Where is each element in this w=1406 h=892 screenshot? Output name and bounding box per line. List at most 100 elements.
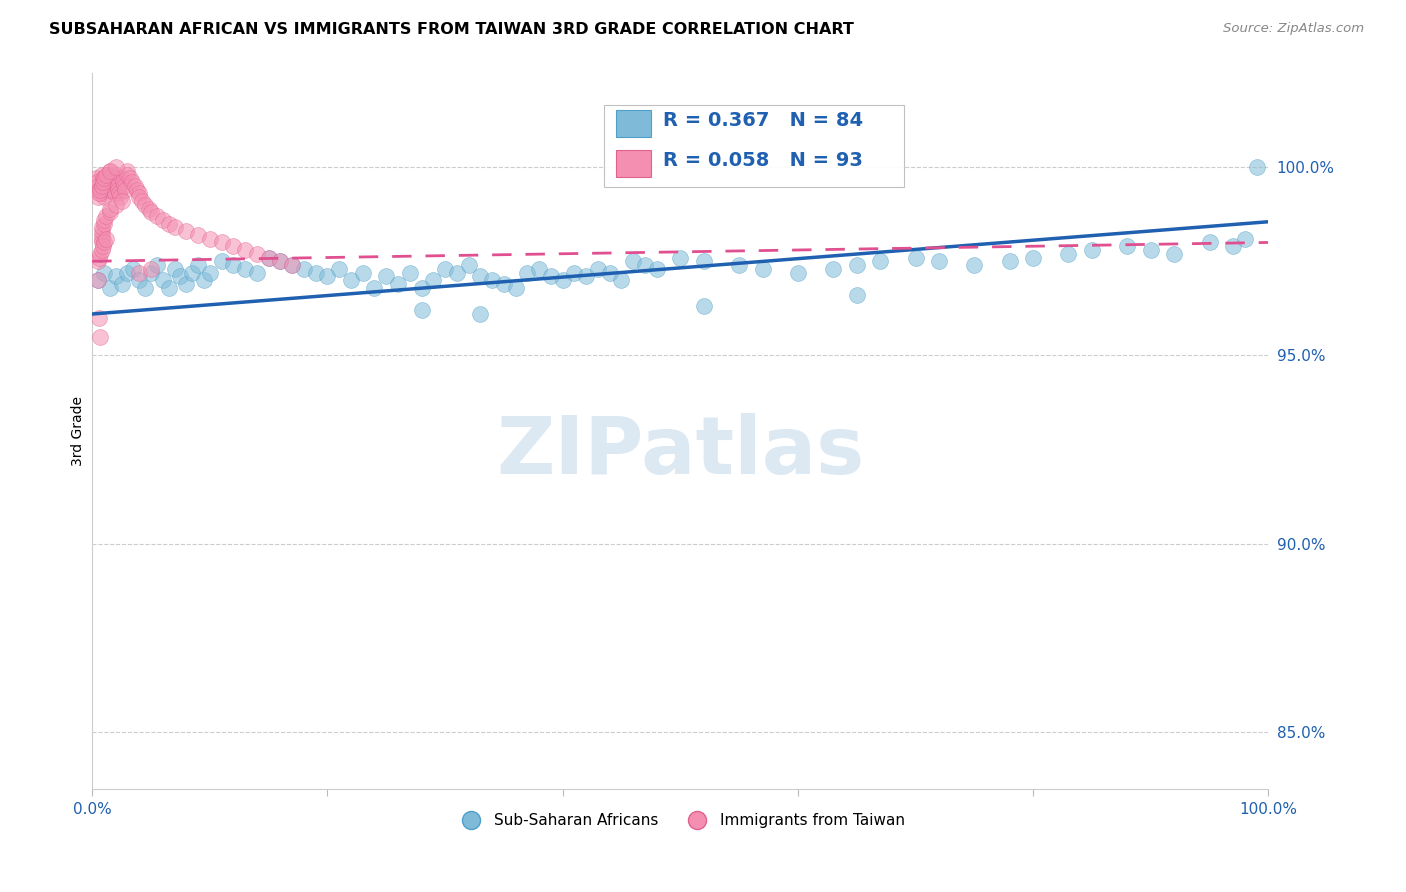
Point (124, 178, 146, 193)
Point (540, 269, 562, 284)
Point (292, 261, 315, 276)
Point (97, 183, 120, 197)
Point (470, 307, 492, 321)
Point (89, 246, 111, 260)
Point (174, 277, 197, 291)
Bar (616, 150, 651, 177)
Point (305, 266, 328, 280)
Point (1222, 239, 1244, 253)
Point (610, 273, 633, 287)
Point (89, 186, 111, 201)
Point (105, 178, 128, 193)
Point (90, 168, 112, 182)
Point (163, 220, 186, 235)
Point (387, 277, 409, 291)
FancyBboxPatch shape (603, 105, 904, 187)
Point (257, 251, 280, 265)
Point (131, 194, 153, 208)
Point (139, 261, 162, 276)
Point (621, 254, 644, 268)
Point (87, 273, 110, 287)
Point (1163, 246, 1185, 260)
Point (1198, 235, 1220, 250)
Point (86, 175, 108, 189)
Point (193, 273, 215, 287)
Point (693, 300, 716, 314)
Text: R = 0.367   N = 84: R = 0.367 N = 84 (662, 112, 863, 130)
Point (89, 329, 111, 343)
Point (157, 217, 180, 231)
Point (1022, 251, 1045, 265)
Point (269, 254, 291, 268)
Point (93, 183, 115, 197)
Point (1246, 160, 1268, 174)
Point (340, 273, 363, 287)
Point (104, 171, 127, 186)
Point (645, 261, 668, 276)
Point (564, 266, 586, 280)
Point (89, 251, 111, 265)
Point (139, 266, 162, 280)
Point (823, 261, 845, 276)
Point (91, 175, 114, 189)
Text: ZIPatlas: ZIPatlas (496, 413, 865, 491)
Point (90, 224, 112, 238)
Point (599, 266, 621, 280)
Point (845, 258, 868, 272)
Point (222, 239, 245, 253)
Point (110, 171, 132, 186)
Point (87, 178, 110, 193)
Point (90, 243, 112, 257)
Point (157, 280, 180, 294)
Point (728, 258, 751, 272)
Point (138, 202, 160, 216)
Point (128, 190, 150, 204)
Point (114, 183, 136, 197)
Point (281, 258, 304, 272)
Point (634, 258, 657, 272)
Point (575, 269, 598, 284)
Point (233, 243, 256, 257)
Point (134, 198, 156, 212)
Point (101, 178, 124, 193)
Point (998, 254, 1021, 268)
Point (104, 269, 127, 284)
Point (89, 186, 111, 201)
Point (505, 280, 527, 294)
Point (104, 168, 127, 182)
Point (246, 266, 269, 280)
Point (411, 303, 433, 318)
Point (233, 261, 256, 276)
Point (845, 288, 868, 302)
Point (152, 212, 174, 227)
Point (187, 258, 209, 272)
Point (316, 269, 339, 284)
Point (110, 190, 132, 204)
Point (118, 171, 141, 186)
Point (104, 160, 127, 174)
Point (181, 266, 204, 280)
Point (98, 164, 121, 178)
Point (98, 171, 121, 186)
Point (787, 266, 810, 280)
Point (87, 254, 110, 268)
Point (93, 186, 115, 201)
Point (352, 266, 374, 280)
Point (551, 273, 574, 287)
Point (398, 266, 420, 280)
Point (93, 217, 115, 231)
Point (90, 235, 112, 250)
Point (87, 190, 110, 204)
Point (246, 246, 269, 260)
Point (87, 273, 110, 287)
Point (516, 266, 538, 280)
Point (110, 194, 132, 208)
Point (107, 183, 129, 197)
Point (103, 186, 125, 201)
Point (163, 261, 186, 276)
Point (434, 261, 457, 276)
Point (96, 168, 118, 182)
Point (152, 273, 174, 287)
Point (222, 258, 245, 272)
Point (96, 178, 118, 193)
